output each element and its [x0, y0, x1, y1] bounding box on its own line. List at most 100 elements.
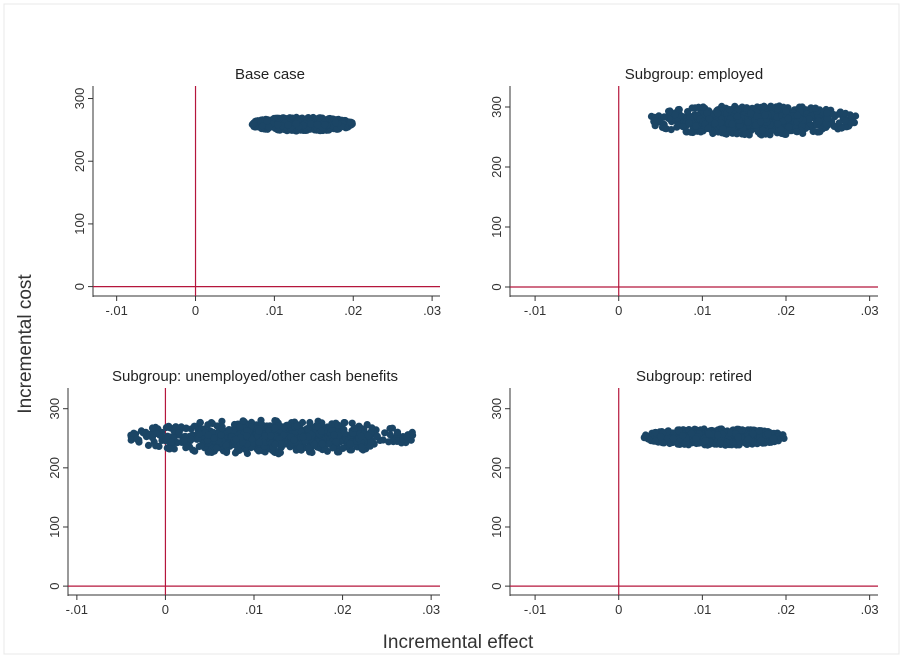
- scatter-point: [687, 429, 696, 438]
- scatter-point: [673, 123, 681, 131]
- scatter-point: [848, 113, 856, 121]
- scatter-point: [368, 424, 376, 432]
- global-y-label: Incremental cost: [15, 274, 36, 414]
- scatter-point: [239, 417, 247, 425]
- scatter-point: [811, 104, 820, 112]
- scatter-point: [197, 442, 205, 450]
- scatter-point: [175, 429, 183, 437]
- scatter-point: [210, 434, 218, 442]
- scatter-point: [829, 110, 837, 118]
- x-tick-label: .03: [861, 602, 879, 617]
- scatter-point: [769, 435, 778, 443]
- panel-1: Base case 0 100 200 300 -.01 0 .01 .02 .03: [72, 66, 441, 318]
- scatter-point: [290, 436, 298, 444]
- scatter-points: [647, 102, 860, 139]
- scatter-point: [669, 434, 678, 443]
- scatter-point: [847, 119, 856, 127]
- scatter-point: [276, 449, 284, 457]
- scatter-point: [809, 127, 817, 135]
- scatter-point: [692, 435, 700, 443]
- scatter-point: [341, 419, 349, 427]
- scatter-point: [299, 433, 307, 441]
- scatter-point: [325, 440, 333, 448]
- x-tick-label: .02: [777, 602, 795, 617]
- scatter-point: [148, 424, 157, 432]
- scatter-point: [293, 422, 301, 430]
- panel-title: Base case: [235, 66, 305, 83]
- scatter-point: [774, 120, 782, 128]
- x-tick-label: .01: [245, 602, 263, 617]
- scatter-point: [734, 433, 742, 441]
- scatter-point: [841, 117, 850, 125]
- scatter-point: [663, 433, 671, 442]
- scatter-point: [657, 433, 665, 441]
- scatter-point: [212, 444, 221, 452]
- y-tick-label: 200: [489, 457, 504, 479]
- scatter-point: [317, 427, 325, 435]
- scatter-point: [347, 118, 355, 126]
- panel-3: Subgroup: unemployed/other cash benefits…: [47, 368, 440, 617]
- scatter-point: [658, 439, 666, 447]
- scatter-point: [180, 436, 189, 445]
- scatter-point: [386, 431, 394, 439]
- scatter-point: [782, 107, 790, 115]
- scatter-point: [248, 435, 256, 443]
- scatter-point: [330, 431, 338, 439]
- scatter-point: [265, 123, 273, 131]
- scatter-point: [313, 121, 321, 129]
- scatter-point: [222, 448, 231, 457]
- scatter-point: [195, 430, 204, 438]
- scatter-point: [182, 444, 190, 452]
- scatter-points: [248, 113, 356, 135]
- x-tick-label: 0: [192, 303, 199, 318]
- scatter-point: [761, 111, 769, 119]
- global-x-label: Incremental effect: [383, 632, 534, 653]
- x-tick-label: -.01: [524, 303, 546, 318]
- scatter-point: [838, 124, 846, 132]
- scatter-point: [334, 421, 342, 429]
- scatter-point: [271, 440, 279, 448]
- x-tick-label: 0: [615, 303, 622, 318]
- scatter-point: [172, 423, 180, 431]
- scatter-point: [133, 435, 141, 443]
- scatter-point: [292, 120, 300, 128]
- scatter-point: [267, 432, 275, 440]
- y-tick-label: 300: [47, 398, 62, 420]
- y-tick-label: 300: [489, 96, 504, 118]
- x-tick-label: 0: [162, 602, 169, 617]
- scatter-point: [366, 442, 374, 450]
- scatter-point: [793, 111, 802, 119]
- scatter-point: [733, 130, 741, 138]
- y-tick-label: 0: [489, 283, 504, 290]
- scatter-point: [263, 117, 271, 125]
- x-tick-label: .02: [334, 602, 352, 617]
- x-tick-label: .01: [265, 303, 283, 318]
- scatter-point: [703, 109, 711, 117]
- scatter-point: [204, 431, 212, 439]
- scatter-point: [332, 438, 340, 446]
- y-tick-label: 100: [489, 216, 504, 238]
- scatter-point: [339, 444, 347, 452]
- scatter-point: [271, 424, 279, 432]
- scatter-point: [255, 447, 263, 455]
- scatter-point: [315, 114, 323, 122]
- scatter-point: [346, 440, 354, 448]
- scatter-point: [274, 121, 282, 129]
- scatter-point: [671, 111, 679, 119]
- scatter-point: [205, 448, 213, 456]
- scatter-point: [716, 439, 724, 447]
- scatter-point: [331, 119, 340, 127]
- scatter-point: [249, 120, 257, 128]
- scatter-point: [381, 429, 389, 437]
- scatter-point: [388, 424, 396, 432]
- y-tick-label: 200: [47, 457, 62, 479]
- scatter-point: [321, 121, 329, 129]
- panel-title: Subgroup: retired: [636, 368, 752, 385]
- y-tick-label: 200: [489, 156, 504, 178]
- scatter-point: [258, 122, 266, 130]
- panel-4: Subgroup: retired 0 100 200 300 -.01 0 .01 .02 .0…: [489, 368, 879, 617]
- scatter-point: [225, 426, 233, 434]
- scatter-point: [764, 430, 772, 438]
- scatter-point: [785, 123, 793, 131]
